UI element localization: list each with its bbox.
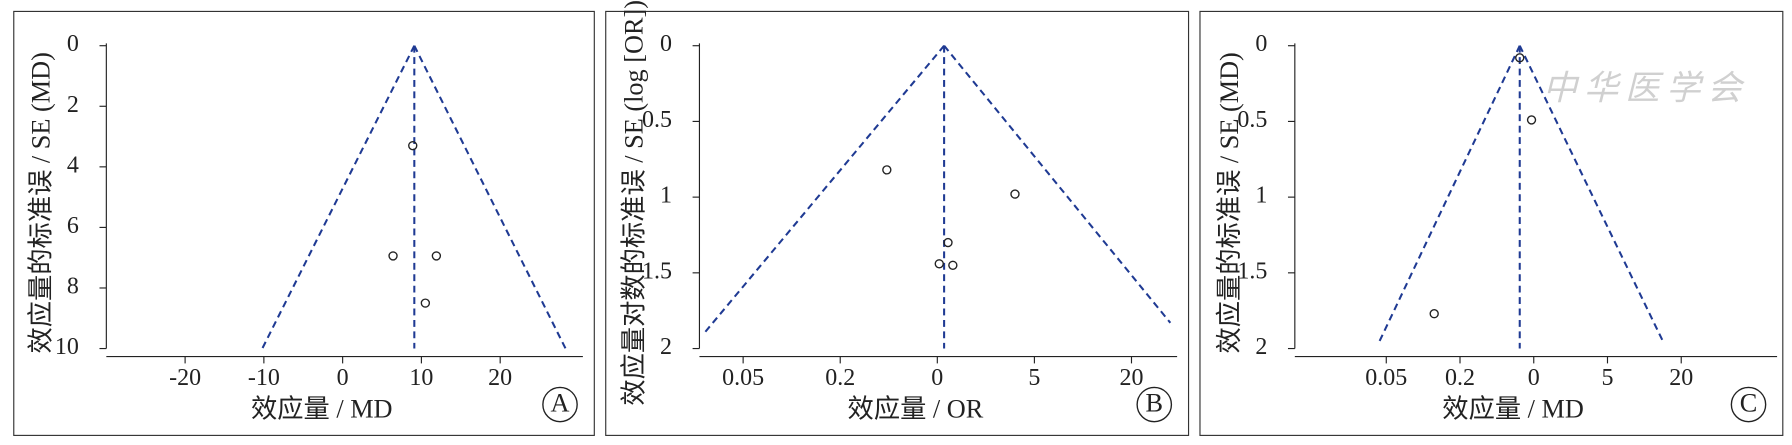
y-tick-label: 4	[67, 152, 79, 178]
x-tick-label: 10	[409, 365, 433, 391]
x-tick-label: -20	[169, 365, 201, 391]
x-tick-label: 0.05	[1365, 365, 1407, 391]
y-tick-label: 8	[67, 273, 79, 299]
panel-badge	[542, 386, 578, 423]
panel-label: B	[1146, 389, 1164, 418]
y-tick-label: 2	[660, 334, 672, 360]
data-point	[882, 165, 892, 175]
y-tick-label: 0	[67, 31, 79, 57]
x-axis-label: 效应量 / OR	[848, 394, 984, 423]
x-tick-label: 5	[1028, 365, 1040, 391]
x-tick-label: 20	[1120, 365, 1144, 391]
y-tick-label: 1.5	[1237, 258, 1267, 284]
watermark: 中华医学会	[1543, 69, 1749, 107]
data-point	[420, 298, 431, 308]
panel-label: A	[551, 389, 570, 418]
y-tick-label: 1	[1255, 183, 1267, 209]
funnel-line	[1378, 45, 1521, 342]
funnel-line	[704, 45, 945, 333]
x-tick-label: -10	[248, 365, 280, 391]
x-tick-label: 20	[488, 365, 512, 391]
y-axis-label: 效应量对数的标准误 / SE (log [OR])	[620, 0, 649, 406]
data-point	[1526, 115, 1537, 125]
y-tick-label: 10	[55, 334, 79, 360]
funnel-line	[413, 45, 567, 350]
x-tick-label: 0	[931, 365, 943, 391]
panel-badge	[1730, 386, 1767, 423]
data-point	[431, 251, 442, 261]
x-tick-label: 0.05	[722, 365, 764, 391]
data-point	[408, 140, 418, 151]
panel-frame	[13, 10, 595, 436]
y-tick-label: 6	[67, 213, 79, 239]
data-point	[1010, 189, 1020, 199]
data-point	[388, 251, 398, 261]
y-tick-label: 0.5	[642, 107, 672, 133]
x-tick-label: 5	[1601, 365, 1613, 391]
x-axis-label: 效应量 / MD	[1442, 394, 1584, 423]
x-tick-label: 0.2	[825, 365, 855, 391]
data-point	[934, 259, 944, 269]
data-point	[1515, 53, 1525, 63]
y-tick-label: 1	[660, 183, 672, 209]
x-tick-label: 0.2	[1445, 365, 1475, 391]
y-tick-label: 2	[67, 92, 79, 118]
x-axis-label: 效应量 / MD	[251, 394, 393, 423]
panel-badge	[1136, 386, 1173, 423]
data-point	[943, 237, 953, 248]
data-point	[1429, 309, 1439, 319]
panel-label: C	[1740, 389, 1758, 418]
y-tick-label: 0.5	[1237, 107, 1267, 133]
funnel-line	[261, 45, 416, 350]
y-tick-label: 0	[1255, 31, 1267, 57]
panel: 0 0.5 1 1.5 2 0.05 0.2 0 5 20 效应量 / OR 效应量对数的标准误 / …	[605, 0, 1190, 436]
y-tick-label: 0	[660, 31, 672, 57]
y-axis-label: 效应量的标准误 / SE (MD)	[27, 52, 56, 353]
y-tick-label: 2	[1255, 334, 1267, 360]
x-tick-label: 0	[1528, 365, 1540, 391]
funnel-line	[1518, 45, 1664, 342]
data-point	[948, 260, 958, 270]
y-tick-label: 1.5	[642, 258, 672, 284]
panel-frame	[605, 10, 1190, 436]
x-tick-label: 20	[1669, 365, 1693, 391]
panel: 0 2 4 6 8 10 -20 -10 0 10 20 效应量 / MD 效应量的标准误 / SE (…	[13, 10, 595, 436]
x-tick-label: 0	[337, 365, 349, 391]
panel-frame	[1199, 10, 1784, 436]
funnel-line	[943, 45, 1172, 324]
panel: 中华医学会 0 0.5 1 1.5 2 0.05 0.2 0 5 20 效应量 / MD 效应量的标准误…	[1199, 10, 1784, 436]
y-axis-label: 效应量的标准误 / SE (MD)	[1215, 52, 1244, 353]
